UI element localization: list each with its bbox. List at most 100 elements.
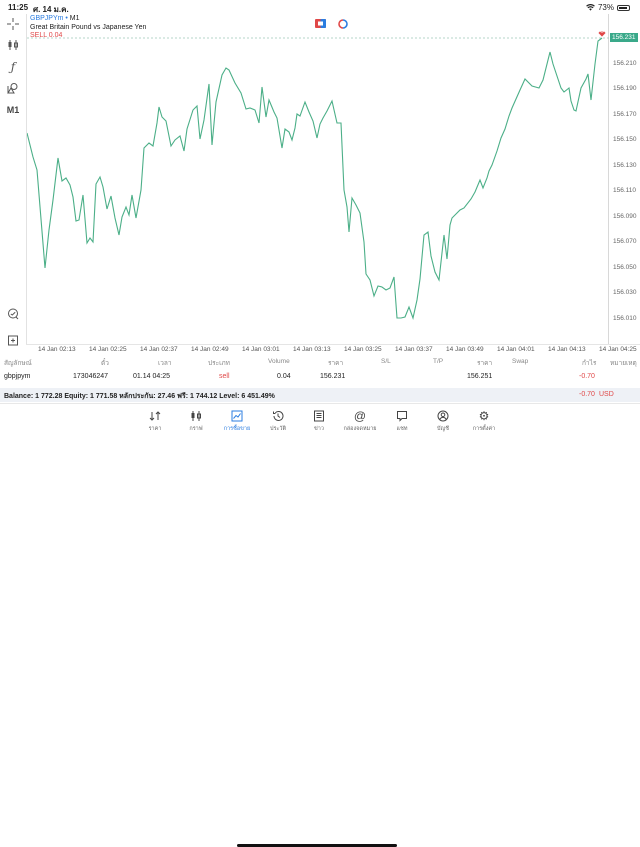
y-tick: 156.070 xyxy=(613,238,637,245)
tab-quotes[interactable]: ราคา xyxy=(135,409,175,433)
tab-news[interactable]: ข่าว xyxy=(299,409,339,433)
tab-label: ประวัติ xyxy=(269,426,287,432)
cell-ticket: 173046247 xyxy=(73,373,109,380)
current-price-tag: 156.231 xyxy=(610,33,638,42)
col-profit[interactable]: กำไร xyxy=(582,360,597,367)
cell-profit: -0.70 xyxy=(579,373,595,380)
indicators-icon[interactable] xyxy=(5,37,21,53)
y-tick: 156.190 xyxy=(613,85,637,92)
status-right: 73% xyxy=(586,3,630,12)
x-tick: 14 Jan 03:13 xyxy=(293,346,331,353)
tab-label: ราคา xyxy=(148,426,162,432)
col-type[interactable]: ประเภท xyxy=(208,360,230,367)
add-chart-icon[interactable] xyxy=(5,332,21,348)
y-tick: 156.090 xyxy=(613,213,637,220)
col-volume[interactable]: Volume xyxy=(268,358,290,365)
col-symbol[interactable]: สัญลักษณ์ xyxy=(4,360,32,367)
tab-history[interactable]: ประวัติ xyxy=(258,409,298,433)
mailbox-icon: @ xyxy=(353,409,367,423)
account-summary: Balance: 1 772.28 Equity: 1 771.58 หลักป… xyxy=(0,388,640,402)
history-icon xyxy=(273,410,284,421)
cell-type: sell xyxy=(219,373,230,380)
trade-table-header: สัญลักษณ์ ตั๋ว เวลา ประเภท Volume ราคา S… xyxy=(0,355,640,368)
wifi-icon xyxy=(586,4,595,11)
y-tick: 156.110 xyxy=(613,187,637,194)
x-tick: 14 Jan 02:13 xyxy=(38,346,76,353)
tab-label: การซื้อขาย xyxy=(223,426,251,432)
col-ticket[interactable]: ตั๋ว xyxy=(101,360,109,367)
price-line xyxy=(27,37,603,320)
summary-profit: -0.70 xyxy=(579,391,595,398)
x-tick: 14 Jan 03:25 xyxy=(344,346,382,353)
crosshair-icon[interactable] xyxy=(5,16,21,32)
x-tick: 14 Jan 04:01 xyxy=(497,346,535,353)
table-row[interactable]: gbpjpym 173046247 01.14 04:25 sell 0.04 … xyxy=(0,370,640,386)
price-line-chart xyxy=(27,31,610,320)
x-tick: 14 Jan 04:13 xyxy=(548,346,586,353)
symbol-description: Great Britain Pound vs Japanese Yen xyxy=(30,23,147,31)
quotes-icon xyxy=(149,411,161,421)
settings-icon: ⚙ xyxy=(478,409,490,423)
tab-label: แชท xyxy=(396,426,408,432)
bottom-tab-bar: ราคา กราฟ การซื้อขาย ประวัติ ข่าว @ กล่อ… xyxy=(0,403,640,847)
time-axis: 14 Jan 02:13 14 Jan 02:25 14 Jan 02:37 1… xyxy=(26,344,640,354)
cell-symbol: gbpjpym xyxy=(4,373,31,380)
tab-label: บัญชี xyxy=(437,426,449,432)
timeframe-button[interactable]: M1 xyxy=(6,105,20,115)
x-tick: 14 Jan 04:25 xyxy=(599,346,637,353)
col-tp[interactable]: T/P xyxy=(433,358,444,365)
tab-label: กราฟ xyxy=(189,426,203,432)
account-icon xyxy=(437,410,449,422)
cell-open-price: 156.231 xyxy=(320,373,346,380)
tab-account[interactable]: บัญชี xyxy=(423,409,463,433)
x-tick: 14 Jan 03:37 xyxy=(395,346,433,353)
chat-icon xyxy=(397,411,407,422)
status-time: 11:25 xyxy=(8,3,29,12)
x-tick: 14 Jan 03:49 xyxy=(446,346,484,353)
x-tick: 14 Jan 02:37 xyxy=(140,346,178,353)
header-separator: • xyxy=(63,15,70,22)
tab-mailbox[interactable]: @ กล่องจดหมาย xyxy=(340,409,380,433)
col-sl[interactable]: S/L xyxy=(381,358,391,365)
cell-volume: 0.04 xyxy=(277,373,291,380)
y-tick: 156.150 xyxy=(613,136,637,143)
y-tick: 156.170 xyxy=(613,111,637,118)
summary-currency: USD xyxy=(599,391,614,398)
order-label: SELL 0.04 xyxy=(30,32,63,39)
trade-icon xyxy=(231,410,243,422)
col-open-price[interactable]: ราคา xyxy=(328,360,344,367)
col-time[interactable]: เวลา xyxy=(158,360,172,367)
col-price[interactable]: ราคา xyxy=(477,360,493,367)
y-tick: 156.130 xyxy=(613,162,637,169)
function-icon[interactable]: ƒ xyxy=(10,60,16,74)
battery-percent: 73% xyxy=(597,3,614,12)
x-tick: 14 Jan 02:25 xyxy=(89,346,127,353)
y-tick: 156.050 xyxy=(613,264,637,271)
chart-area[interactable] xyxy=(26,14,610,344)
y-tick: 156.010 xyxy=(613,315,637,322)
depth-of-market-icon[interactable] xyxy=(338,19,348,29)
col-comment[interactable]: หมายเหตุ xyxy=(610,360,637,367)
x-tick: 14 Jan 02:49 xyxy=(191,346,229,353)
chart-header: GBPJPYm • M1 Great Britain Pound vs Japa… xyxy=(30,15,146,41)
tab-chat[interactable]: แชท xyxy=(382,409,422,433)
y-tick: 156.210 xyxy=(613,60,637,67)
cell-price: 156.251 xyxy=(467,373,493,380)
chat-icon[interactable] xyxy=(5,306,21,322)
left-toolbar: ƒ M1 xyxy=(0,14,26,359)
news-icon xyxy=(314,410,324,422)
x-tick: 14 Jan 03:01 xyxy=(242,346,280,353)
tab-settings[interactable]: ⚙ การตั้งค่า xyxy=(464,409,504,433)
tab-trade[interactable]: การซื้อขาย xyxy=(217,409,257,433)
symbol-name[interactable]: GBPJPYm xyxy=(30,15,64,22)
tab-label: การตั้งค่า xyxy=(472,426,496,432)
one-click-trading-icon[interactable] xyxy=(315,19,326,28)
sell-marker-icon xyxy=(598,31,606,37)
col-swap[interactable]: Swap xyxy=(512,358,529,365)
objects-icon[interactable] xyxy=(5,80,21,96)
chart-icon xyxy=(191,411,201,421)
status-date: ศ. 14 ม.ค. xyxy=(33,5,69,14)
header-timeframe: M1 xyxy=(69,15,80,22)
tab-chart[interactable]: กราฟ xyxy=(176,409,216,433)
battery-icon xyxy=(617,4,630,11)
